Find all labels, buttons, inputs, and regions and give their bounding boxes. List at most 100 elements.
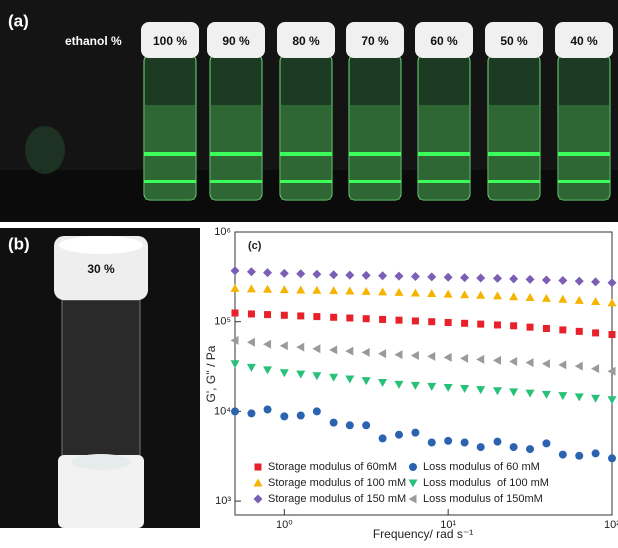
marker	[411, 288, 420, 296]
vial-label: 30 %	[87, 262, 115, 276]
marker	[247, 284, 256, 292]
marker	[608, 298, 617, 306]
marker	[527, 324, 534, 331]
green-band	[558, 152, 610, 156]
marker	[575, 393, 584, 401]
caption: ethanol %	[65, 34, 122, 48]
marker	[280, 412, 288, 420]
marker	[411, 429, 419, 437]
vial-label: 50 %	[500, 34, 528, 48]
marker	[297, 412, 305, 420]
marker	[409, 463, 417, 471]
marker	[592, 329, 599, 336]
green-band	[210, 180, 262, 183]
marker	[296, 343, 304, 352]
marker	[254, 479, 263, 487]
vial-label: 60 %	[430, 34, 458, 48]
marker	[477, 443, 485, 451]
marker	[460, 290, 469, 298]
marker	[461, 439, 469, 447]
vial-label: 80 %	[292, 34, 320, 48]
marker	[378, 271, 387, 280]
marker	[526, 445, 534, 453]
marker	[493, 387, 502, 395]
marker	[575, 296, 584, 304]
y-tick-label: 10⁵	[214, 316, 231, 328]
x-axis-label: Frequency/ rad s⁻¹	[373, 527, 473, 541]
marker	[329, 286, 338, 294]
marker	[542, 439, 550, 447]
marker	[395, 317, 402, 324]
y-tick-label: 10³	[215, 495, 231, 507]
marker	[493, 356, 501, 365]
marker	[231, 360, 240, 368]
marker	[296, 269, 305, 278]
marker	[411, 272, 420, 281]
marker	[409, 480, 418, 488]
marker	[312, 344, 320, 353]
marker	[362, 348, 370, 357]
marker	[329, 270, 338, 279]
marker	[559, 326, 566, 333]
panel-b: (b) 30 %	[0, 228, 200, 528]
marker	[542, 391, 551, 399]
marker	[493, 291, 502, 299]
marker	[395, 431, 403, 439]
vial-label: 40 %	[570, 34, 598, 48]
marker	[345, 271, 354, 280]
chart: (c) Frequency/ rad s⁻¹ G', G'' / Pa 10³1…	[204, 226, 618, 541]
y-axis-label: G', G'' / Pa	[204, 345, 218, 402]
marker	[559, 451, 567, 459]
marker	[444, 290, 453, 298]
marker	[558, 295, 567, 303]
marker	[362, 271, 371, 280]
marker	[411, 351, 419, 360]
legend-label: Loss modulus of 100 mM	[423, 477, 549, 489]
marker	[542, 359, 550, 368]
marker	[609, 331, 616, 338]
marker	[280, 285, 289, 293]
marker	[558, 392, 567, 400]
marker	[591, 277, 600, 286]
marker	[378, 287, 387, 295]
green-band	[418, 180, 470, 183]
green-band	[488, 180, 540, 183]
green-band	[349, 152, 401, 156]
marker	[280, 341, 288, 350]
green-band	[558, 180, 610, 183]
marker	[394, 381, 403, 389]
marker	[296, 285, 305, 293]
marker	[231, 266, 240, 275]
marker	[592, 449, 600, 457]
marker	[247, 338, 255, 347]
marker	[591, 364, 599, 373]
marker	[411, 382, 420, 390]
marker	[231, 407, 239, 415]
marker	[412, 317, 419, 324]
marker	[428, 439, 436, 447]
figure: 100 %90 %80 %70 %60 %50 %40 % (a) ethano…	[0, 0, 618, 543]
marker	[575, 452, 583, 460]
marker	[543, 325, 550, 332]
green-band	[349, 180, 401, 183]
x-tick-label: 10⁰	[276, 519, 293, 531]
marker	[280, 369, 289, 377]
marker	[509, 388, 518, 396]
marker	[493, 438, 501, 446]
marker	[312, 372, 321, 380]
marker	[476, 291, 485, 299]
vial-label: 90 %	[222, 34, 250, 48]
marker	[608, 396, 617, 404]
marker	[542, 294, 551, 302]
marker	[346, 421, 354, 429]
marker	[345, 286, 354, 294]
marker	[263, 340, 271, 349]
marker	[444, 273, 453, 282]
marker	[526, 293, 535, 301]
marker	[444, 437, 452, 445]
marker	[254, 495, 263, 504]
marker	[362, 377, 371, 385]
marker	[231, 284, 240, 292]
legend-label: Storage modulus of 150 mM	[268, 493, 406, 505]
marker	[247, 364, 256, 372]
